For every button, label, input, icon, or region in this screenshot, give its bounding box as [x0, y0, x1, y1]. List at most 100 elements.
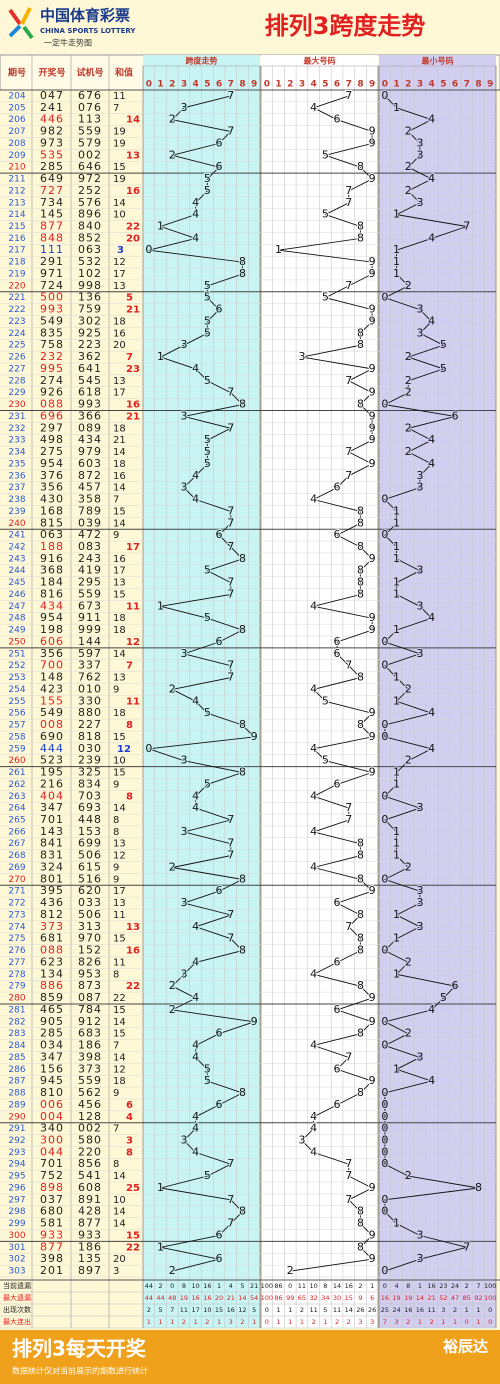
trial-number: 834 — [78, 777, 102, 790]
trend-point: 8 — [357, 398, 364, 411]
stats-value: 3 — [370, 1318, 374, 1326]
draw-number: 973 — [40, 136, 64, 149]
digit-header: 6 — [452, 80, 458, 90]
stats-value: 1 — [323, 1318, 327, 1326]
stats-value: 99 — [286, 1294, 294, 1302]
draw-number: 324 — [40, 860, 64, 873]
draw-number: 933 — [40, 1228, 64, 1241]
trend-point: 6 — [216, 528, 223, 541]
stats-value: 16 — [227, 1306, 235, 1314]
trend-point: 6 — [216, 884, 223, 897]
draw-number: 034 — [40, 1039, 64, 1052]
period: 222 — [8, 305, 25, 315]
trend-point: 6 — [216, 1252, 223, 1265]
trend-point: 0 — [381, 659, 388, 672]
trend-point: 5 — [440, 991, 447, 1004]
digit-header: 1 — [393, 80, 399, 90]
trend-point: 7 — [345, 469, 352, 482]
draw-number: 430 — [40, 493, 64, 506]
trend-point: 9 — [369, 766, 376, 779]
trial-number: 434 — [78, 433, 102, 446]
period: 264 — [8, 804, 25, 814]
trend-point: 9 — [369, 433, 376, 446]
draw-number: 835 — [40, 326, 64, 339]
period: 210 — [8, 163, 25, 173]
section-header: 最大号码 — [304, 56, 336, 66]
sum: 6 — [126, 1100, 133, 1111]
trend-point: 7 — [345, 1157, 352, 1170]
draw-number: 500 — [40, 291, 64, 304]
trend-point: 7 — [345, 813, 352, 826]
trial-number: 428 — [78, 1205, 102, 1218]
stats-value: 100 — [261, 1294, 273, 1302]
sum: 22 — [113, 993, 126, 1004]
sum: 8 — [126, 1147, 133, 1158]
sum: 20 — [113, 1254, 126, 1265]
period: 212 — [8, 186, 25, 196]
trend-point: 8 — [357, 540, 364, 553]
trend-point: 5 — [204, 374, 211, 387]
trial-number: 615 — [78, 860, 102, 873]
period: 302 — [8, 1255, 25, 1265]
trial-number: 912 — [78, 1015, 102, 1028]
trend-point: 4 — [428, 742, 435, 755]
trend-point: 0 — [381, 1110, 388, 1123]
trend-point: 6 — [334, 113, 341, 126]
trend-point: 4 — [192, 493, 199, 506]
trend-point: 6 — [452, 409, 459, 422]
section-header: 最小号码 — [422, 56, 454, 66]
trial-number: 102 — [78, 267, 102, 280]
trend-point: 9 — [369, 409, 376, 422]
draw-number: 373 — [40, 920, 64, 933]
period: 263 — [8, 792, 25, 802]
draw-number: 347 — [40, 801, 64, 814]
trial-number: 620 — [78, 884, 102, 897]
draw-number: 831 — [40, 849, 64, 862]
trend-point: 3 — [416, 303, 423, 316]
period: 285 — [8, 1053, 25, 1063]
trial-number: 516 — [78, 872, 102, 885]
draw-number: 201 — [40, 1264, 64, 1277]
sum: 8 — [113, 815, 119, 826]
trend-point: 1 — [157, 1181, 164, 1194]
trend-point: 8 — [239, 872, 246, 885]
stats-value: 16 — [404, 1306, 412, 1314]
sum: 7 — [113, 103, 119, 114]
sum: 9 — [113, 779, 119, 790]
draw-number: 184 — [40, 576, 64, 589]
trend-point: 5 — [204, 1169, 211, 1182]
trend-point: 2 — [405, 860, 412, 873]
stats-value: 0 — [265, 1306, 269, 1314]
sum: 13 — [113, 281, 126, 292]
draw-number: 681 — [40, 932, 64, 945]
period: 262 — [8, 780, 25, 790]
trend-point: 7 — [345, 374, 352, 387]
sum: 3 — [117, 245, 124, 256]
trend-point: 4 — [192, 1050, 199, 1063]
trial-number: 243 — [78, 552, 102, 565]
stats-value: 7 — [383, 1318, 387, 1326]
trend-point: 3 — [416, 326, 423, 339]
trial-number: 852 — [78, 231, 102, 244]
digit-header: 9 — [487, 80, 493, 90]
trend-point: 7 — [227, 89, 234, 102]
trend-point: 2 — [169, 860, 176, 873]
trend-point: 1 — [393, 967, 400, 980]
digit-header: 5 — [440, 80, 446, 90]
period: 301 — [8, 1243, 25, 1253]
draw-number: 340 — [40, 1122, 64, 1135]
trial-number: 911 — [78, 611, 102, 624]
stats-value: 1 — [288, 1318, 292, 1326]
period: 234 — [8, 448, 25, 458]
period: 280 — [8, 994, 25, 1004]
period: 299 — [8, 1219, 25, 1229]
sum: 14 — [113, 483, 126, 494]
trend-point: 3 — [298, 350, 305, 363]
draw-number: 198 — [40, 623, 64, 636]
stats-value: 1 — [418, 1318, 422, 1326]
period: 230 — [8, 400, 25, 410]
stats-value: 1 — [276, 1318, 280, 1326]
sum: 11 — [113, 91, 126, 102]
trial-number: 113 — [78, 113, 102, 126]
sum: 9 — [113, 684, 119, 695]
